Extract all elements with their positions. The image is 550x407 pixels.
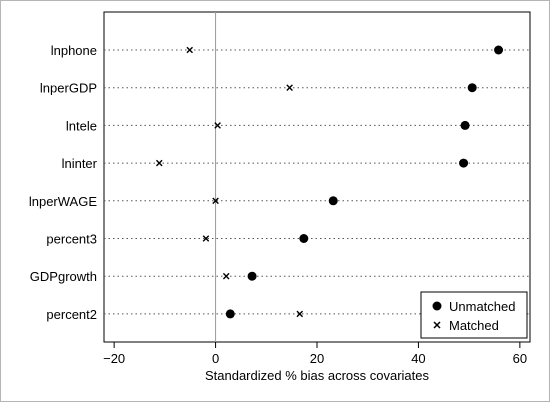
matched-point	[286, 84, 293, 91]
unmatched-point	[247, 271, 257, 281]
category-label: GDPgrowth	[30, 269, 97, 284]
matched-point	[186, 46, 194, 54]
unmatched-point	[225, 309, 235, 319]
unmatched-point	[328, 196, 338, 206]
x-axis-title: Standardized % bias across covariates	[205, 368, 430, 383]
legend-box	[420, 291, 528, 339]
category-label: lnphone	[51, 43, 97, 58]
legend: Unmatched Matched	[420, 291, 528, 339]
x-tick-label: −20	[103, 351, 125, 366]
plot-area	[103, 11, 531, 343]
matched-point	[155, 159, 163, 167]
category-label: percent3	[46, 232, 97, 247]
legend-marker-unmatched	[432, 301, 442, 311]
unmatched-point	[460, 120, 470, 130]
matched-point	[222, 272, 230, 280]
matched-point	[202, 235, 210, 242]
unmatched-point	[299, 234, 309, 243]
category-label: lnperWAGE	[29, 194, 97, 209]
category-label: percent2	[46, 307, 97, 322]
x-tick-label: 40	[411, 351, 425, 366]
category-label: lnperGDP	[40, 81, 97, 96]
legend-label-unmatched: Unmatched	[449, 299, 515, 314]
matched-point	[212, 197, 219, 205]
x-tick-label: 0	[212, 351, 219, 366]
x-tick-label: 60	[513, 351, 527, 366]
matched-point	[296, 310, 304, 318]
matched-point	[214, 122, 221, 129]
unmatched-point	[467, 83, 477, 93]
unmatched-point	[459, 158, 469, 168]
x-tick-label: 20	[310, 351, 324, 366]
unmatched-point	[494, 45, 504, 55]
legend-label-matched: Matched	[449, 318, 499, 333]
category-label: lntele	[66, 118, 97, 133]
legend-marker-matched	[433, 321, 441, 329]
category-label: lninter	[62, 156, 98, 171]
